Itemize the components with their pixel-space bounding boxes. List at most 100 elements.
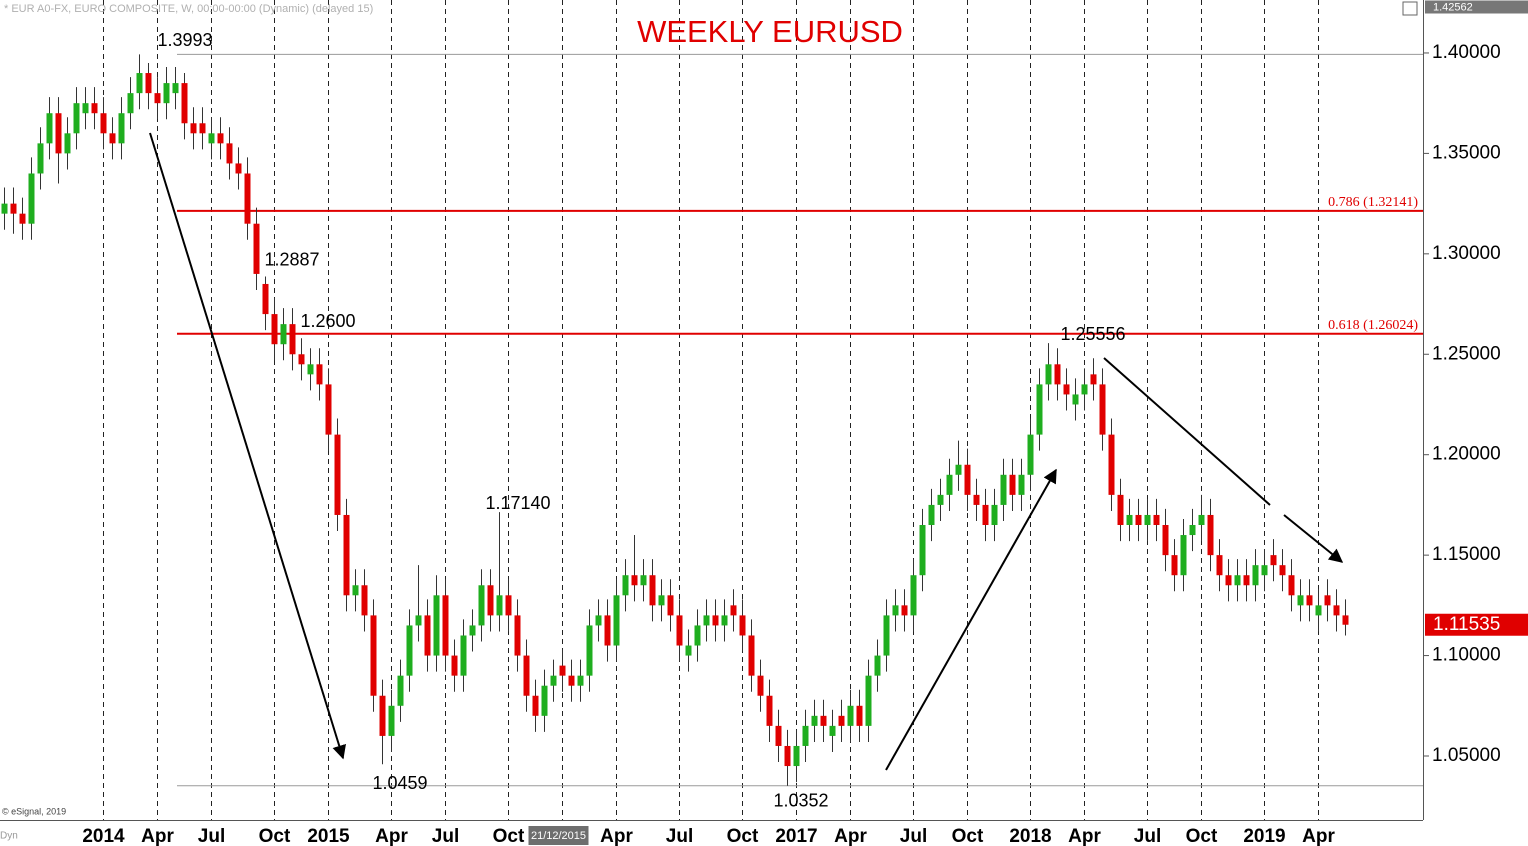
candle-body — [262, 283, 269, 315]
y-tick-label: 1.35000 — [1432, 142, 1501, 163]
y-tick-label: 1.15000 — [1432, 544, 1501, 565]
y-tick-label: 1.10000 — [1432, 645, 1501, 666]
candle-body — [838, 715, 845, 726]
candle-body — [721, 615, 728, 626]
price-annotation: 1.3993 — [157, 30, 212, 50]
candle-body — [1171, 555, 1178, 576]
window-icon[interactable] — [1402, 1, 1418, 16]
trend-arrow — [1283, 514, 1344, 563]
candle-body — [343, 514, 350, 596]
candle-body — [730, 605, 737, 616]
candle-body — [748, 635, 755, 676]
candle-body — [1090, 374, 1097, 385]
trend-arrow — [149, 132, 346, 760]
chart-title: WEEKLY EURUSD — [637, 14, 903, 49]
candle-body — [685, 645, 692, 656]
x-tick-label: Apr — [375, 826, 408, 846]
last-price-label: 1.11535 — [1433, 614, 1500, 635]
candle-body — [127, 93, 134, 114]
candle-body — [136, 73, 143, 94]
price-annotation: 1.0352 — [773, 790, 828, 810]
candle-body — [883, 615, 890, 656]
candle-body — [703, 615, 710, 626]
candle-body — [1081, 384, 1088, 395]
candle-body — [424, 615, 431, 656]
price-annotation: 1.2887 — [264, 249, 319, 269]
candle-body — [1216, 555, 1223, 576]
candle-body — [154, 93, 161, 104]
candle-body — [955, 464, 962, 475]
candle-body — [1279, 565, 1286, 576]
candle-body — [1306, 595, 1313, 606]
candle-body — [1243, 575, 1250, 586]
top-price-box — [1425, 0, 1528, 14]
candle-body — [712, 615, 719, 626]
candle-body — [1072, 394, 1079, 405]
candles — [1, 54, 1349, 786]
x-tick-label: Oct — [727, 826, 759, 846]
candle-body — [442, 595, 449, 656]
candle-body — [217, 133, 224, 144]
y-tick-label: 1.30000 — [1432, 243, 1501, 264]
candle-body — [271, 314, 278, 345]
candle-body — [1099, 384, 1106, 435]
candle-body — [856, 705, 863, 726]
candle-body — [226, 143, 233, 164]
candle-body — [892, 605, 899, 616]
candle-body — [1252, 565, 1259, 586]
candle-body — [676, 615, 683, 646]
candle-body — [1324, 595, 1331, 606]
x-tick-label: 2015 — [307, 826, 350, 846]
y-tick-label: 1.25000 — [1432, 343, 1501, 364]
candle-body — [190, 123, 197, 134]
candle-body — [19, 213, 26, 224]
candle-body — [289, 324, 296, 355]
candle-body — [1126, 514, 1133, 526]
candle-body — [1009, 474, 1016, 495]
y-tick-label: 1.05000 — [1432, 745, 1501, 766]
candle-body — [1036, 384, 1043, 435]
candle-body — [1261, 565, 1268, 576]
candle-body — [64, 133, 71, 154]
candle-body — [1063, 384, 1070, 395]
price-annotation: 1.0459 — [372, 773, 427, 793]
candle-body — [1225, 575, 1232, 586]
candle-body — [757, 675, 764, 696]
candle-body — [280, 324, 287, 345]
candle-body — [613, 595, 620, 646]
x-tick-label: Apr — [834, 826, 867, 846]
candle-body — [370, 615, 377, 696]
candle-body — [1018, 474, 1025, 495]
candle-body — [910, 575, 917, 616]
candle-body — [1000, 474, 1007, 505]
x-tick-label: Apr — [141, 826, 174, 846]
candle-body — [847, 705, 854, 726]
candle-body — [361, 585, 368, 616]
candle-body — [802, 725, 809, 746]
level-label: 0.618 (1.26024) — [1328, 318, 1418, 333]
candle-body — [874, 655, 881, 676]
candle-body — [595, 615, 602, 626]
candle-body — [469, 625, 476, 636]
x-tick-label: Jul — [1134, 826, 1161, 846]
candle-body — [460, 635, 467, 676]
candle-body — [73, 103, 80, 134]
candle-body — [604, 615, 611, 646]
candle-body — [766, 695, 773, 726]
candle-body — [28, 173, 35, 224]
candle-body — [928, 504, 935, 526]
candle-body — [1117, 494, 1124, 526]
candle-body — [784, 745, 791, 767]
candle-body — [775, 725, 782, 746]
candle-body — [163, 83, 170, 104]
candle-body — [1207, 514, 1214, 556]
candle-body — [694, 625, 701, 646]
candle-body — [82, 103, 89, 114]
candle-body — [982, 504, 989, 526]
y-tick-label: 1.40000 — [1432, 42, 1501, 63]
candle-body — [937, 494, 944, 505]
candle-body — [523, 655, 530, 696]
